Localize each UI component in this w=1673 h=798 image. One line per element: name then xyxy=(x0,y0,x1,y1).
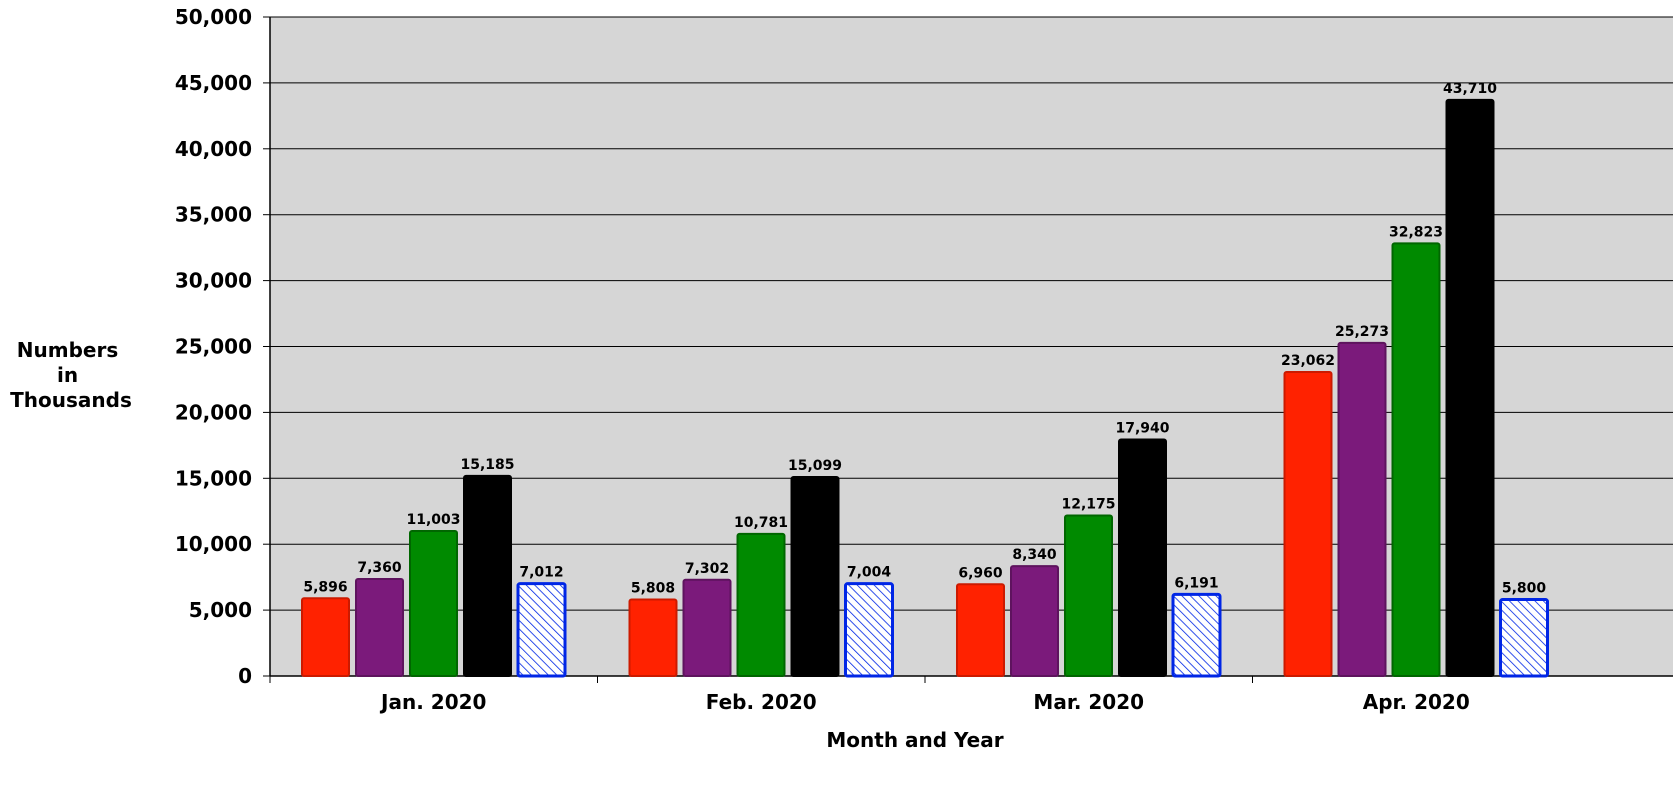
x-axis-title: Month and Year xyxy=(826,728,1003,752)
y-axis-title: Numbers in Thousands xyxy=(10,338,132,412)
data-label: 25,273 xyxy=(1335,324,1389,340)
data-label: 7,004 xyxy=(847,565,892,581)
y-tick-label: 50,000 xyxy=(175,5,252,29)
bar xyxy=(1064,514,1113,678)
data-labels: 5,896 5,808 6,960 23,062 7,360 7,302 8,340 25,2… xyxy=(303,81,1546,597)
x-tick-label: Jan. 2020 xyxy=(379,690,486,714)
bar xyxy=(1391,242,1441,677)
x-tick-label: Apr. 2020 xyxy=(1363,690,1470,714)
bars xyxy=(301,98,1549,678)
data-label: 7,360 xyxy=(357,560,402,576)
data-label: 11,003 xyxy=(406,512,460,528)
bar xyxy=(409,529,458,678)
data-label: 7,302 xyxy=(685,561,729,577)
x-tick-label: Mar. 2020 xyxy=(1033,690,1144,714)
data-label: 10,781 xyxy=(734,515,788,531)
x-tick-label: Feb. 2020 xyxy=(706,690,817,714)
y-tick-label: 0 xyxy=(238,664,252,688)
bar xyxy=(628,598,678,677)
data-label: 15,185 xyxy=(460,457,514,473)
bar xyxy=(844,582,894,678)
y-tick-label: 25,000 xyxy=(175,335,252,359)
bar xyxy=(463,474,512,677)
bar xyxy=(1337,341,1387,677)
data-label: 5,800 xyxy=(1502,581,1547,597)
bar xyxy=(1171,592,1222,678)
y-tick-label: 45,000 xyxy=(175,71,252,95)
bar xyxy=(736,532,786,678)
y-tick-label: 35,000 xyxy=(175,203,252,227)
y-tick-label: 40,000 xyxy=(175,137,252,161)
y-axis: 0 5,000 10,000 15,000 20,000 25,000 30,000 35,0… xyxy=(175,5,271,688)
data-label: 15,099 xyxy=(788,458,842,474)
bar xyxy=(1499,598,1549,678)
data-label: 5,808 xyxy=(631,580,675,596)
data-label: 6,960 xyxy=(958,565,1003,581)
y-tick-label: 20,000 xyxy=(175,400,252,424)
bar xyxy=(790,475,840,677)
bar xyxy=(1010,565,1059,677)
y-tick-label: 15,000 xyxy=(175,466,252,490)
data-label: 5,896 xyxy=(303,579,347,595)
bar xyxy=(355,577,404,677)
data-label: 23,062 xyxy=(1281,353,1335,369)
bar xyxy=(1118,438,1167,678)
y-tick-label: 10,000 xyxy=(175,532,252,556)
bar xyxy=(682,578,732,677)
y-axis-title-line: Thousands xyxy=(10,388,132,412)
y-tick-label: 5,000 xyxy=(189,598,252,622)
bar xyxy=(516,582,567,678)
y-axis-title-line: in xyxy=(57,363,78,387)
data-label: 7,012 xyxy=(519,565,563,581)
data-label: 8,340 xyxy=(1012,547,1057,563)
x-axis: Jan. 2020 Feb. 2020 Mar. 2020 Apr. 2020 xyxy=(269,675,1673,714)
data-label: 6,191 xyxy=(1174,575,1218,591)
y-tick-label: 30,000 xyxy=(175,269,252,293)
y-axis-title-line: Numbers xyxy=(17,338,118,362)
bar xyxy=(301,597,350,677)
bar xyxy=(956,583,1005,678)
bar xyxy=(1283,371,1333,677)
data-label: 17,940 xyxy=(1115,421,1169,437)
data-label: 12,175 xyxy=(1061,497,1115,513)
data-label: 43,710 xyxy=(1443,81,1497,97)
bar xyxy=(1445,98,1495,677)
data-label: 32,823 xyxy=(1389,224,1443,240)
